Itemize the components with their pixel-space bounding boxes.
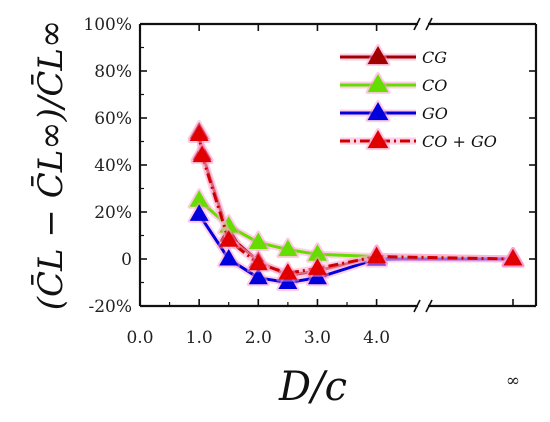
data-point: [248, 253, 268, 271]
x-tick-label: 1.0: [186, 328, 213, 348]
x-tick-label: 2.0: [245, 328, 272, 348]
data-point: [189, 204, 209, 221]
series-layer: [187, 120, 525, 291]
y-tick-label: 20%: [94, 203, 132, 223]
legend-entry: CG: [340, 44, 447, 67]
legend-marker: [367, 46, 389, 65]
legend-entry: GO: [340, 100, 448, 123]
series-line: [197, 134, 514, 275]
y-tick-label: 0: [121, 250, 132, 270]
axis-labels: D/c (C̄L − C̄L∞)/C̄L∞: [30, 20, 347, 410]
x-axis-label: D/c: [278, 364, 347, 410]
legend-marker: [367, 130, 389, 149]
data-point: [503, 249, 523, 266]
legend-label: GO: [422, 104, 448, 123]
legend-marker: [367, 74, 389, 93]
data-point: [219, 249, 239, 266]
data-point: [307, 258, 327, 275]
axis-break-mark-top: [425, 17, 433, 31]
data-point: [248, 232, 268, 250]
axis-break-mark-top: [413, 17, 421, 31]
y-tick-label: 60%: [94, 109, 132, 129]
legend-label: CO: [422, 76, 447, 95]
x-infinity-label: ∞: [506, 371, 520, 391]
y-tick-label: 40%: [94, 156, 132, 176]
data-point: [367, 246, 387, 264]
axis-break-mark-bottom: [413, 299, 421, 313]
legend-entry: CO: [340, 72, 447, 95]
y-tick-label: 80%: [94, 62, 132, 82]
y-tick-label: 100%: [83, 15, 132, 35]
data-point: [278, 239, 298, 257]
data-point: [307, 244, 327, 261]
data-point: [278, 263, 298, 280]
axis-break-mark-bottom: [425, 299, 433, 313]
data-point: [189, 190, 209, 207]
legend-label: CG: [422, 48, 447, 67]
series-cogo: [187, 122, 525, 282]
data-point: [248, 267, 268, 285]
x-tick-label: 3.0: [304, 328, 331, 348]
legend: CG CO GO CO + GO: [340, 44, 497, 151]
data-point: [189, 124, 209, 141]
y-tick-label: -20%: [88, 297, 132, 317]
data-point: [192, 145, 212, 163]
data-point: [219, 230, 239, 247]
axis-ticks: -20% 0 20% 40% 60% 80% 100% 0.0 1.0 2.0 3.0 4.0 ∞: [83, 15, 536, 391]
legend-marker: [367, 102, 389, 121]
y-axis-label: (C̄L − C̄L∞)/C̄L∞: [30, 20, 71, 311]
x-tick-label: 0.0: [126, 328, 153, 348]
x-tick-label: 4.0: [363, 328, 390, 348]
legend-label: CO + GO: [422, 132, 497, 151]
legend-entry: CO + GO: [340, 128, 497, 151]
